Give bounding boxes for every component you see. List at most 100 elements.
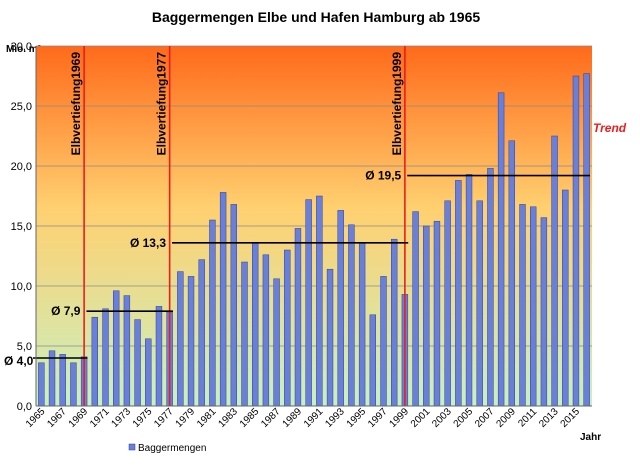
bar-1994 (348, 224, 355, 407)
bar-1975 (145, 338, 152, 407)
chart-title: Baggermengen Elbe und Hafen Hamburg ab 1… (152, 9, 481, 25)
bar-2003 (444, 200, 451, 407)
event-label: Elbvertiefung1999 (390, 52, 404, 156)
x-tick-label: 2015 (559, 406, 583, 430)
legend: Baggermengen (128, 443, 206, 454)
x-tick-label: 1979 (174, 406, 198, 430)
x-tick-label: 1995 (345, 406, 369, 430)
bar-1981 (209, 219, 216, 407)
x-tick-label: 1983 (216, 406, 240, 430)
y-tick-label: 25,0 (11, 101, 32, 113)
bar-1971 (102, 308, 109, 407)
x-tick-label: 1971 (88, 406, 112, 430)
x-tick-label: 1967 (45, 406, 69, 430)
x-tick-label: 2005 (452, 406, 476, 430)
bar-1983 (230, 204, 237, 407)
bar-2011 (530, 206, 537, 407)
bar-2007 (487, 168, 494, 407)
average-lines: Ø 4,0 Ø 7,9 Ø 13,3 Ø 19,5 (4, 169, 590, 368)
bar-1967 (59, 354, 66, 407)
bar-1968 (70, 362, 77, 407)
legend-swatch (128, 443, 136, 451)
y-tick-label: 20,0 (11, 161, 32, 173)
event-label: Elbvertiefung1977 (155, 52, 169, 156)
bar-2008 (497, 92, 505, 407)
bar-2002 (433, 220, 441, 407)
bar-1965 (38, 362, 45, 407)
bar-1974 (134, 319, 141, 407)
average-label: Ø 7,9 (51, 304, 81, 318)
bar-1979 (187, 276, 195, 407)
bar-1986 (262, 254, 270, 407)
bar-2009 (508, 140, 515, 407)
x-tick-label: 1991 (302, 406, 326, 430)
x-tick-label: 1999 (387, 406, 411, 430)
bar-2012 (540, 217, 548, 407)
bar-1989 (294, 228, 302, 407)
x-tick-label: 1977 (152, 406, 176, 430)
bar-2005 (465, 174, 473, 407)
x-tick-label: 1981 (195, 406, 219, 430)
bar-2004 (455, 180, 462, 407)
x-tick-label: 1973 (109, 406, 133, 430)
bar-1998 (391, 238, 398, 407)
bar-1966 (48, 350, 56, 407)
bar-2016 (583, 73, 590, 407)
trend-annotation: Trend (593, 121, 627, 135)
x-tick-label: 2009 (494, 406, 518, 430)
x-tick-label: 1989 (281, 406, 305, 430)
bar-1972 (113, 290, 120, 407)
y-axis-label: Mio. m³ (6, 44, 42, 55)
x-tick-label: 2003 (430, 406, 454, 430)
bar-1995 (358, 242, 366, 407)
x-tick-label: 2001 (409, 406, 433, 430)
x-tick-label: 1969 (67, 406, 91, 430)
bar-2014 (562, 189, 569, 407)
bar-1991 (316, 195, 323, 407)
bar-1996 (369, 314, 376, 407)
x-tick-label: 1997 (366, 406, 390, 430)
y-tick-label: 10,0 (11, 281, 32, 293)
bar-1997 (380, 276, 387, 407)
bar-1982 (219, 192, 227, 407)
x-tick-label: 1975 (131, 406, 155, 430)
x-tick-labels: 1965196719691971197319751977197919811983… (24, 406, 582, 430)
x-tick-label: 2013 (537, 406, 561, 430)
bar-1990 (305, 199, 312, 407)
average-label: Ø 13,3 (130, 236, 166, 250)
bar-2006 (476, 200, 483, 407)
x-tick-label: 1985 (238, 406, 262, 430)
bar-1985 (252, 242, 259, 407)
average-label: Ø 19,5 (365, 169, 401, 183)
bar-1992 (326, 268, 334, 407)
y-tick-label: 30,0 (11, 41, 32, 53)
x-axis-label: Jahr (580, 432, 601, 443)
y-tick-labels: 0,0 5,0 10,0 15,0 20,0 25,0 30,0 (11, 41, 32, 413)
y-tick-label: 5,0 (17, 341, 32, 353)
bar-2015 (572, 75, 580, 407)
bar-2013 (551, 135, 558, 407)
legend-label: Baggermengen (138, 443, 206, 454)
bar-1988 (284, 249, 291, 407)
bar-1978 (177, 271, 184, 407)
x-tick-label: 1987 (259, 406, 283, 430)
event-label: Elbvertiefung1969 (69, 52, 83, 156)
x-tick-label: 2007 (473, 406, 497, 430)
bar-1976 (155, 306, 163, 407)
bar-1980 (198, 259, 205, 407)
bar-1984 (241, 261, 248, 407)
bar-2001 (423, 225, 430, 407)
bar-1993 (337, 210, 344, 407)
average-label: Ø 4,0 (4, 354, 34, 368)
bar-1970 (91, 316, 98, 407)
event-lines: Elbvertiefung1969 Elbvertiefung1977 Elbver… (69, 46, 406, 406)
x-tick-label: 2011 (516, 406, 539, 429)
y-tick-label: 0,0 (17, 401, 32, 413)
bar-1973 (123, 295, 131, 407)
x-tick-label: 1993 (323, 406, 347, 430)
bar-2000 (412, 211, 419, 407)
y-tick-label: 15,0 (11, 221, 32, 233)
bar-1987 (273, 278, 280, 407)
bar-2010 (519, 204, 526, 407)
